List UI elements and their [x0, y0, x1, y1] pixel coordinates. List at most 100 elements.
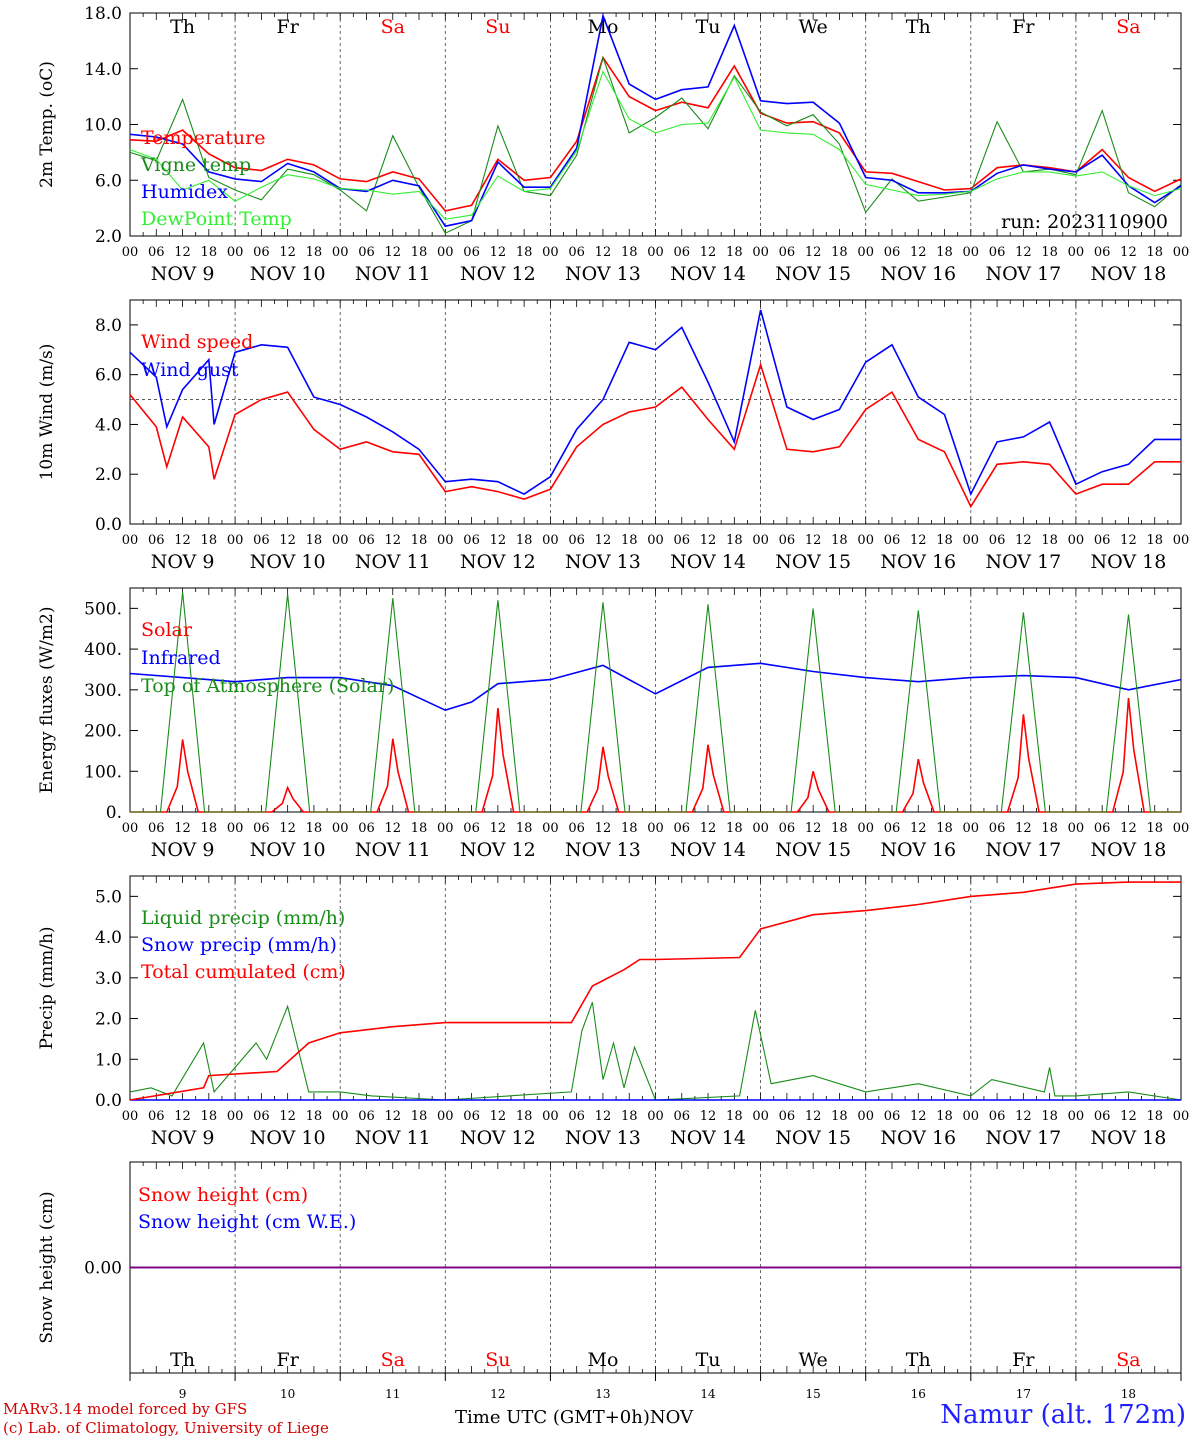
hour-tick-label: 00	[1173, 245, 1190, 260]
hour-tick-label: 18	[201, 821, 218, 836]
hour-tick-label: 18	[1146, 1109, 1163, 1124]
hour-tick-label: 18	[306, 1109, 323, 1124]
hour-tick-label: 00	[122, 245, 139, 260]
hour-tick-label: 06	[568, 245, 585, 260]
hour-tick-label: 06	[358, 245, 375, 260]
date-label: NOV 9	[151, 263, 215, 285]
model-credit: MARv3.14 model forced by GFS	[3, 1400, 248, 1418]
hour-tick-label: 06	[148, 245, 165, 260]
hour-tick-label: 12	[805, 821, 822, 836]
series-line-liquid-precip-mm-h-	[129, 1002, 1182, 1101]
meteogram: 2.06.010.014.018.02m Temp. (oC)00 06 12 18 0…	[37, 4, 1190, 1400]
hour-tick-label: 18	[1146, 245, 1163, 260]
hour-tick-label: 06	[463, 533, 480, 548]
legend-entry: Infrared	[141, 647, 221, 669]
y-axis-label: 2m Temp. (oC)	[37, 61, 57, 188]
y-tick-label: 100.	[84, 762, 122, 782]
weekday-label: Th	[906, 16, 931, 38]
hour-tick-label: 00	[963, 1109, 980, 1124]
hour-tick-label: 00	[332, 821, 349, 836]
hour-tick-label: 00	[1173, 1109, 1190, 1124]
time-axis-label: Time UTC (GMT+0h)NOV	[455, 1407, 693, 1428]
weekday-label: Fr	[1012, 16, 1035, 38]
hour-tick-label: 00	[647, 821, 664, 836]
hour-tick-label: 18	[411, 533, 428, 548]
precip-panel: 0.0 1.0 2.0 3.0 4.0 5.0 Precip (mm/h) 00 06 12 18 0…	[37, 875, 1190, 1149]
date-label: NOV 11	[355, 263, 431, 285]
hour-tick-label: 12	[910, 821, 927, 836]
hour-tick-label: 18	[1146, 821, 1163, 836]
day-number-label: 17	[1016, 1387, 1031, 1400]
hour-tick-label: 06	[253, 821, 270, 836]
hour-tick-label: 12	[174, 245, 191, 260]
hour-tick-label: 06	[989, 245, 1006, 260]
hour-tick-label: 06	[1094, 533, 1111, 548]
hour-tick-label: 00	[963, 821, 980, 836]
day-number-label: 12	[490, 1387, 505, 1400]
hour-tick-label: 18	[831, 533, 848, 548]
y-tick-label: 300.	[84, 681, 122, 701]
series-line-top-of-atmosphere-solar-	[130, 592, 1181, 813]
hour-tick-label: 18	[1041, 245, 1058, 260]
y-tick-label: 500.	[84, 599, 122, 619]
date-label: NOV 13	[565, 839, 641, 861]
date-label: NOV 15	[775, 551, 851, 573]
legend-entry: Wind gust	[141, 359, 239, 381]
date-label: NOV 15	[775, 263, 851, 285]
hour-tick-label: 12	[700, 533, 717, 548]
legend-entry: Temperature	[141, 127, 265, 149]
hour-tick-label: 00	[963, 245, 980, 260]
hour-tick-label: 12	[1120, 1109, 1137, 1124]
series-line-temperature	[129, 55, 1182, 212]
hour-tick-label: 00	[122, 1109, 139, 1124]
hour-tick-label: 06	[148, 533, 165, 548]
series-line-wind-gust	[129, 309, 1181, 497]
hour-tick-label: 18	[411, 1109, 428, 1124]
hour-tick-label: 00	[752, 821, 769, 836]
weekday-label: Sa	[1116, 1349, 1140, 1371]
hour-tick-label: 00	[857, 821, 874, 836]
wind-panel: 0.0 2.0 4.0 6.0 8.0 10m Wind (m/s) 00 06 12 18 00 0…	[37, 299, 1190, 573]
hour-tick-label: 06	[463, 245, 480, 260]
hour-tick-label: 18	[411, 245, 428, 260]
y-tick-label: 2.0	[95, 465, 122, 485]
day-number-label: 18	[1121, 1387, 1136, 1400]
hour-tick-label: 12	[595, 533, 612, 548]
hour-tick-label: 06	[568, 821, 585, 836]
date-label: NOV 15	[775, 1127, 851, 1149]
hour-tick-label: 06	[674, 821, 691, 836]
day-number-label: 15	[806, 1387, 821, 1400]
hour-tick-label: 18	[621, 245, 638, 260]
y-tick-label: 2.0	[95, 1010, 122, 1030]
hour-tick-label: 12	[490, 245, 507, 260]
weekday-label: Th	[170, 16, 195, 38]
weekday-label: Su	[485, 16, 510, 38]
y-tick-label: 10.0	[84, 116, 122, 136]
legend-entry: DewPoint Temp	[141, 208, 292, 230]
hour-tick-label: 00	[1068, 533, 1085, 548]
date-label: NOV 13	[565, 1127, 641, 1149]
hour-tick-label: 12	[700, 821, 717, 836]
hour-tick-label: 00	[227, 245, 244, 260]
y-tick-label: 0.0	[95, 515, 122, 535]
y-tick-label: 0.	[106, 803, 122, 823]
hour-tick-label: 12	[1120, 821, 1137, 836]
hour-tick-label: 00	[752, 533, 769, 548]
y-tick-label: 3.0	[95, 969, 122, 989]
hour-tick-label: 18	[936, 1109, 953, 1124]
hour-tick-label: 18	[936, 245, 953, 260]
hour-tick-label: 00	[1173, 533, 1190, 548]
legend-entry: Top of Atmosphere (Solar)	[141, 675, 394, 697]
hour-tick-label: 06	[568, 533, 585, 548]
hour-tick-label: 00	[1068, 821, 1085, 836]
y-axis-label: Snow height (cm)	[37, 1191, 57, 1343]
weekday-label: Mo	[587, 16, 618, 38]
hour-tick-label: 06	[358, 1109, 375, 1124]
hour-tick-label: 12	[174, 1109, 191, 1124]
hour-tick-label: 06	[674, 533, 691, 548]
lab-credit: (c) Lab. of Climatology, University of L…	[3, 1419, 329, 1437]
hour-tick-label: 18	[201, 245, 218, 260]
hour-tick-label: 00	[647, 1109, 664, 1124]
y-tick-label: 0.00	[84, 1259, 122, 1279]
y-axis-label: Energy fluxes (W/m2)	[37, 607, 57, 794]
